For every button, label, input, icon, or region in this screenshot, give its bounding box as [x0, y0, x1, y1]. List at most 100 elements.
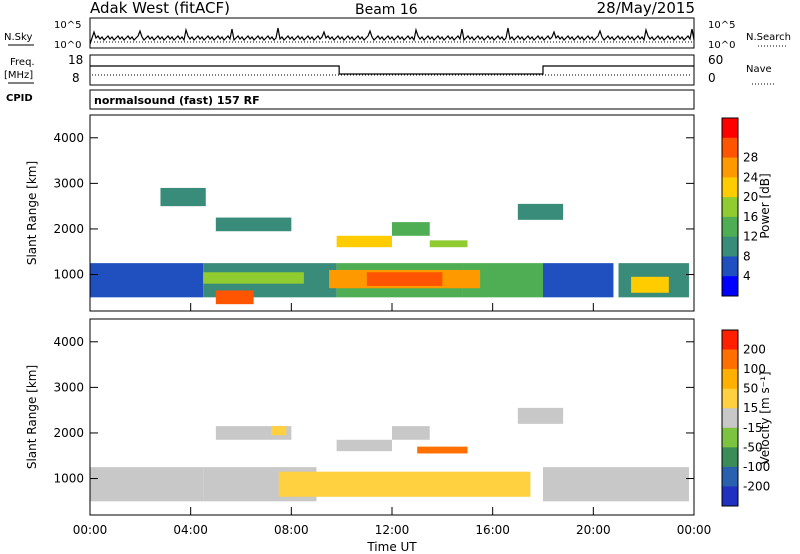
velocity-y-ticks: 1000 2000 3000 4000	[53, 335, 694, 486]
power-colorbar-swatch-2	[722, 157, 738, 178]
velocity-region-6	[271, 426, 287, 436]
noise-trace	[89, 27, 695, 45]
xtick-label-0: 00:00	[73, 523, 108, 537]
cpid-label: CPID	[6, 93, 33, 104]
power-ytick-label-3: 4000	[53, 131, 84, 145]
velocity-region-4	[543, 467, 689, 502]
velocity-region-10	[517, 407, 564, 424]
freq-trace	[90, 65, 694, 76]
power-y-ticks: 1000 2000 3000 4000	[53, 131, 694, 282]
power-ytick-label-1: 2000	[53, 222, 84, 236]
velocity-colorbar-swatch-2	[722, 369, 738, 390]
velocity-region-3	[379, 473, 468, 490]
cpid-panel-frame	[89, 89, 695, 110]
power-colorbar-swatch-3	[722, 177, 738, 198]
velocity-region-8	[392, 426, 430, 440]
power-colorbar-swatch-4	[722, 197, 738, 218]
power-region-4	[543, 263, 614, 298]
velocity-colorbar-tick-5: -50	[743, 440, 763, 454]
velocity-ytick-label-2: 3000	[53, 380, 84, 394]
power-region-13	[392, 222, 430, 236]
velocity-colorbar-swatch-5	[722, 427, 738, 448]
velocity-colorbar-tick-2: 50	[743, 382, 758, 396]
noise-tick-low-left: 10^0	[54, 40, 81, 51]
velocity-colorbar-tick-7: -200	[743, 479, 770, 493]
cpid-text: normalsound (fast) 157 RF	[94, 94, 260, 107]
velocity-region-0	[90, 467, 204, 502]
freq-line	[90, 65, 694, 75]
velocity-colorbar-swatch-1	[722, 349, 738, 370]
velocity-colorbar-swatch-3	[722, 388, 738, 409]
power-region-15	[517, 203, 564, 220]
power-region-12	[336, 235, 392, 248]
power-colorbar-frame	[721, 117, 739, 297]
xtick-label-5: 20:00	[576, 523, 611, 537]
power-region-6	[203, 272, 304, 284]
power-colorbar-label: Power [dB]	[758, 173, 772, 238]
xtick-label-1: 04:00	[173, 523, 208, 537]
power-region-16	[160, 187, 206, 207]
beam-label: Beam 16	[355, 2, 418, 18]
velocity-colorbar-swatch-7	[722, 466, 738, 487]
velocity-colorbar: 200 100 50 15 -15 -50 -100 -200	[721, 329, 770, 507]
nave-tick-high: 60	[708, 53, 723, 67]
noise-tick-low-right: 10^0	[708, 40, 735, 51]
nsearch-label: N.Search	[746, 32, 791, 43]
power-region-9	[215, 290, 254, 305]
velocity-ytick-label-3: 4000	[53, 335, 84, 349]
freq-tick-low: 8	[72, 71, 80, 85]
power-colorbar-tick-1: 8	[743, 249, 751, 263]
velocity-ytick-label-1: 2000	[53, 426, 84, 440]
velocity-colorbar-tick-1: 100	[743, 362, 766, 376]
velocity-colorbar-swatch-6	[722, 447, 738, 468]
xtick-label-2: 08:00	[274, 523, 309, 537]
noise-tick-high-right: 10^5	[708, 20, 735, 31]
velocity-colorbar-swatch-8	[722, 486, 738, 507]
velocity-ytick-label-0: 1000	[53, 472, 84, 486]
power-region-8	[366, 272, 443, 286]
power-colorbar-swatch-8	[722, 276, 738, 297]
power-region-11	[215, 217, 292, 232]
nave-tick-low: 0	[708, 71, 716, 85]
power-ytick-label-2: 3000	[53, 176, 84, 190]
nave-label: Nave	[746, 64, 772, 75]
power-colorbar-swatch-7	[722, 256, 738, 277]
power-colorbar-tick-6: 28	[743, 151, 758, 165]
velocity-colorbar-frame	[721, 329, 739, 507]
power-colorbar: 4 8 12 16 20 24 28	[721, 117, 758, 297]
noise-tick-high-left: 10^5	[54, 20, 81, 31]
power-region-0	[90, 263, 204, 298]
velocity-heatmap-cells	[90, 407, 689, 502]
freq-panel-frame	[89, 54, 695, 86]
noise-panel-frame	[89, 17, 695, 49]
date-label: 28/May/2015	[597, 0, 695, 17]
velocity-region-9	[417, 446, 468, 454]
velocity-colorbar-tick-3: 15	[743, 401, 758, 415]
power-colorbar-tick-5: 24	[743, 170, 758, 184]
time-x-ticks: 00:00 04:00 08:00 12:00 16:00 20:00 00:00	[73, 303, 712, 537]
power-colorbar-swatch-6	[722, 236, 738, 257]
freq-label: Freq.	[10, 57, 35, 68]
power-colorbar-tick-2: 12	[743, 230, 758, 244]
velocity-colorbar-label: Velocity [m s⁻¹]	[758, 371, 772, 464]
velocity-region-7	[336, 439, 392, 452]
power-colorbar-tick-3: 16	[743, 210, 758, 224]
xtick-label-6: 00:00	[677, 523, 712, 537]
velocity-colorbar-swatch-4	[722, 408, 738, 429]
power-region-10	[631, 276, 669, 293]
power-region-14	[429, 240, 468, 248]
velocity-colorbar-tick-4: -15	[743, 421, 763, 435]
power-colorbar-swatch-1	[722, 137, 738, 159]
station-title: Adak West (fitACF)	[90, 0, 230, 17]
xtick-label-4: 16:00	[475, 523, 510, 537]
power-y-axis-label: Slant Range [km]	[25, 161, 39, 265]
velocity-colorbar-tick-6: -100	[743, 460, 770, 474]
velocity-colorbar-swatch-0	[722, 330, 738, 351]
nsky-label: N.Sky	[4, 32, 32, 43]
power-colorbar-swatch-5	[722, 216, 738, 238]
xtick-label-3: 12:00	[375, 523, 410, 537]
time-x-axis-label: Time UT	[366, 540, 417, 554]
noise-sky-line	[89, 27, 695, 45]
power-ytick-label-0: 1000	[53, 268, 84, 282]
